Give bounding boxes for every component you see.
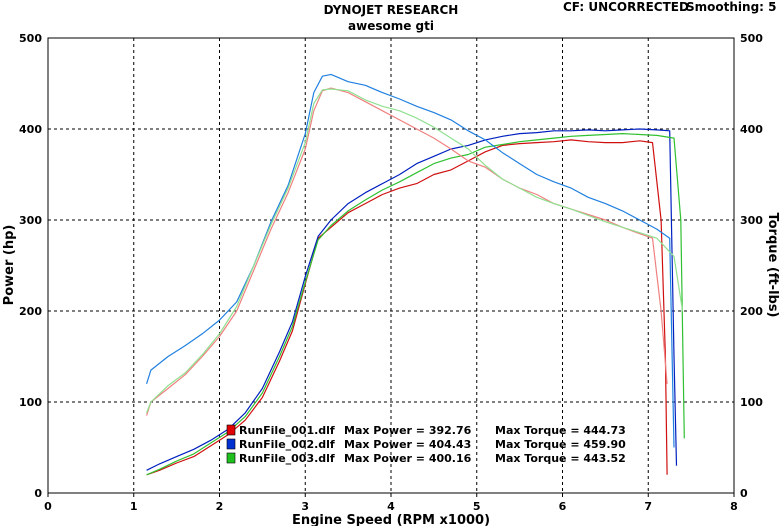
chart-subtitle: awesome gti — [348, 19, 434, 33]
x-tick-label: 7 — [644, 500, 652, 513]
x-tick-label: 5 — [473, 500, 481, 513]
y-tick-label: 100 — [19, 396, 42, 409]
x-tick-label: 8 — [730, 500, 738, 513]
x-tick-label: 4 — [387, 500, 395, 513]
legend-swatch-run3 — [227, 453, 235, 463]
y2-tick-label: 100 — [740, 396, 763, 409]
legend-torque-run1: Max Torque = 444.73 — [495, 424, 626, 437]
y2-tick-label: 200 — [740, 305, 763, 318]
cf-label: CF: UNCORRECTED — [563, 0, 689, 14]
chart-title: DYNOJET RESEARCH — [324, 3, 459, 17]
y2-tick-label: 0 — [740, 487, 748, 500]
x-tick-label: 2 — [216, 500, 224, 513]
legend-item-run2: RunFile_002.dlf Max Power = 404.43 Max T… — [227, 438, 626, 451]
x-tick-label: 0 — [44, 500, 52, 513]
x-tick-label: 6 — [559, 500, 567, 513]
x-tick-label: 3 — [301, 500, 309, 513]
legend-name-run1: RunFile_001.dlf — [239, 424, 335, 437]
legend-swatch-run1 — [227, 425, 235, 435]
legend-name-run3: RunFile_003.dlf — [239, 452, 335, 465]
legend-item-run3: RunFile_003.dlf Max Power = 400.16 Max T… — [227, 452, 626, 465]
dyno-chart: DYNOJET RESEARCH awesome gti CF: UNCORRE… — [0, 0, 782, 526]
y2-tick-label: 500 — [740, 32, 763, 45]
legend-power-run2: Max Power = 404.43 — [344, 438, 471, 451]
x-axis-label: Engine Speed (RPM x1000) — [292, 513, 490, 526]
legend-torque-run3: Max Torque = 443.52 — [495, 452, 626, 465]
y-tick-label: 300 — [19, 214, 42, 227]
y-axis-label: Power (hp) — [2, 225, 17, 306]
y2-tick-label: 400 — [740, 123, 763, 136]
legend-swatch-run2 — [227, 439, 235, 449]
legend-power-run3: Max Power = 400.16 — [344, 452, 472, 465]
y-tick-label: 400 — [19, 123, 42, 136]
y-tick-label: 500 — [19, 32, 42, 45]
y-tick-label: 200 — [19, 305, 42, 318]
x-tick-label: 1 — [130, 500, 138, 513]
y2-axis-label: Torque (ft-lbs) — [765, 212, 780, 317]
legend-name-run2: RunFile_002.dlf — [239, 438, 335, 451]
legend-power-run1: Max Power = 392.76 — [344, 424, 472, 437]
legend-item-run1: RunFile_001.dlf Max Power = 392.76 Max T… — [227, 424, 626, 437]
legend: RunFile_001.dlf Max Power = 392.76 Max T… — [227, 424, 626, 465]
legend-torque-run2: Max Torque = 459.90 — [495, 438, 626, 451]
y2-tick-label: 300 — [740, 214, 763, 227]
smoothing-label: Smoothing: 5 — [686, 0, 777, 14]
y-tick-label: 0 — [34, 487, 42, 500]
